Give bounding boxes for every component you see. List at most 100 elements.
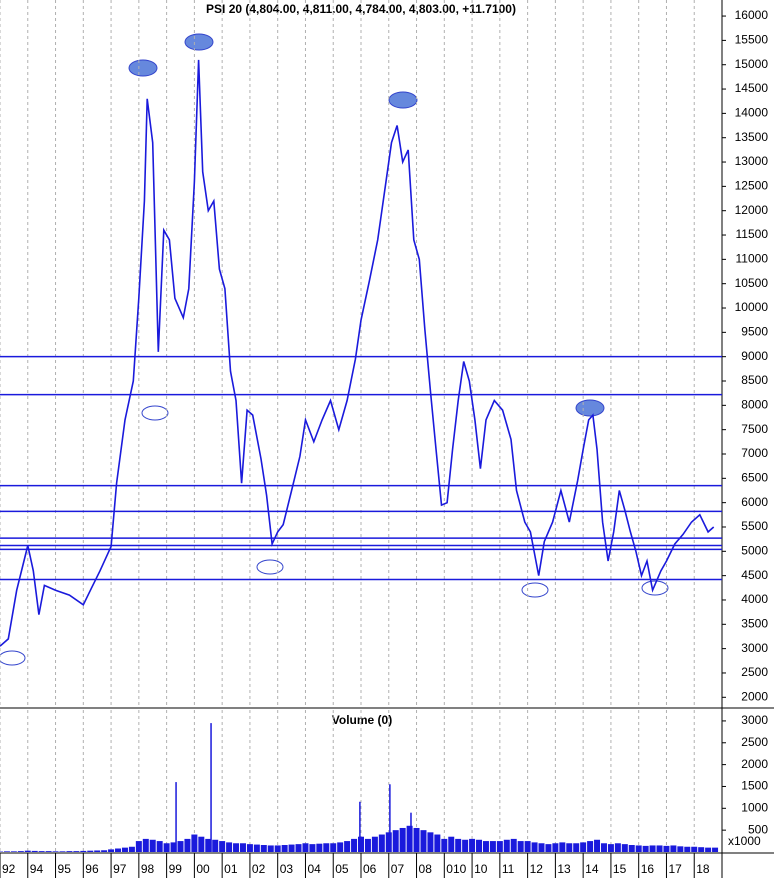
volume-bar [351, 838, 358, 852]
volume-bar [656, 845, 663, 852]
x-tick-label: 99 [169, 862, 183, 876]
y-tick-label: 15000 [735, 57, 769, 71]
volume-bar [94, 850, 101, 852]
x-tick-label: 94 [30, 862, 44, 876]
y-tick-label: 9000 [741, 349, 768, 363]
volume-bar [267, 845, 274, 852]
volume-bar [462, 839, 469, 852]
volume-bar [52, 851, 59, 852]
volume-bar [600, 843, 607, 852]
volume-bar [358, 836, 364, 852]
volume-bar [177, 841, 184, 852]
volume-bar [410, 812, 412, 852]
volume-bar [3, 851, 10, 852]
y-tick-label: 12500 [735, 179, 769, 193]
volume-bar [552, 843, 559, 852]
volume-bar [163, 843, 170, 852]
volume-bar [434, 834, 441, 852]
volume-bar [135, 841, 142, 852]
x-tick-label: 95 [58, 862, 72, 876]
x-tick-label: 15 [613, 862, 627, 876]
volume-bar [87, 850, 94, 852]
x-tick-label: 04 [307, 862, 321, 876]
volume-bar [712, 847, 719, 852]
volume-bar [392, 830, 399, 852]
volume-bar [389, 784, 391, 852]
volume-bar [359, 801, 361, 852]
y-tick-label: 1500 [741, 779, 768, 793]
volume-bar [489, 841, 496, 852]
x-tick-label: 18 [696, 862, 710, 876]
volume-bar [566, 843, 573, 852]
y-tick-label: 13000 [735, 154, 769, 168]
volume-bar [17, 851, 24, 852]
volume-bar [309, 844, 316, 852]
volume-bar [469, 838, 476, 852]
y-tick-label: 2500 [741, 665, 768, 679]
volume-bar [705, 847, 712, 852]
volume-bar [10, 851, 17, 852]
x-tick-label: 06 [363, 862, 377, 876]
volume-bar [45, 851, 52, 852]
x-tick-label: 07 [391, 862, 405, 876]
volume-bar [226, 842, 233, 852]
volume-bar [142, 838, 149, 852]
volume-title: Volume (0) [332, 713, 392, 727]
y-tick-label: 5000 [741, 543, 768, 557]
volume-bar [73, 851, 80, 852]
volume-bar [198, 836, 205, 852]
x-tick-label: 98 [141, 862, 155, 876]
volume-bar [337, 842, 344, 852]
volume-bar [371, 836, 378, 852]
y-tick-label: 10500 [735, 276, 769, 290]
x-tick-label: 92 [2, 862, 16, 876]
x-tick-label: 03 [280, 862, 294, 876]
volume-bar [642, 845, 649, 852]
y-tick-label: 13500 [735, 130, 769, 144]
volume-bar [219, 841, 226, 852]
volume-bar [573, 843, 580, 852]
y-tick-label: 3500 [741, 616, 768, 630]
y-tick-label: 9500 [741, 325, 768, 339]
x-tick-label: 96 [85, 862, 99, 876]
volume-bar [316, 843, 323, 852]
x-tick-label: 01 [224, 862, 238, 876]
volume-bar [649, 845, 656, 852]
volume-bar [295, 844, 302, 852]
volume-bar [378, 834, 385, 852]
volume-bar [538, 843, 545, 852]
chart-title: PSI 20 (4,804.00, 4,811.00, 4,784.00, 4,… [206, 2, 516, 16]
y-tick-label: 6000 [741, 495, 768, 509]
y-tick-label: 6500 [741, 470, 768, 484]
volume-bar [580, 842, 587, 852]
y-tick-label: 14500 [735, 81, 769, 95]
volume-bar [399, 827, 406, 852]
x-tick-label: 11 [502, 862, 515, 876]
volume-bar [406, 825, 413, 852]
volume-bar [441, 838, 448, 852]
volume-bar [115, 848, 122, 852]
y-tick-label: 11500 [736, 227, 769, 241]
y-tick-label: 3000 [741, 641, 768, 655]
y-tick-label: 14000 [735, 106, 769, 120]
x-tick-label: 12 [530, 862, 544, 876]
volume-bar [385, 832, 392, 852]
y-tick-label: 7000 [741, 446, 768, 460]
volume-bar [427, 832, 434, 852]
y-tick-label: 16000 [735, 8, 769, 22]
volume-bar [149, 839, 156, 852]
volume-bar [170, 842, 177, 852]
volume-bar [413, 827, 420, 852]
volume-bar [545, 844, 552, 852]
x-tick-label: 17 [668, 862, 682, 876]
volume-bar [503, 839, 510, 852]
volume-bar [677, 846, 684, 852]
volume-bar [128, 846, 135, 852]
volume-bar [274, 845, 281, 852]
volume-bar [614, 843, 621, 852]
volume-bar [80, 850, 87, 852]
volume-bar [420, 830, 427, 852]
volume-bar [101, 850, 108, 852]
volume-bar [594, 839, 601, 852]
x-tick-label: 02 [252, 862, 266, 876]
